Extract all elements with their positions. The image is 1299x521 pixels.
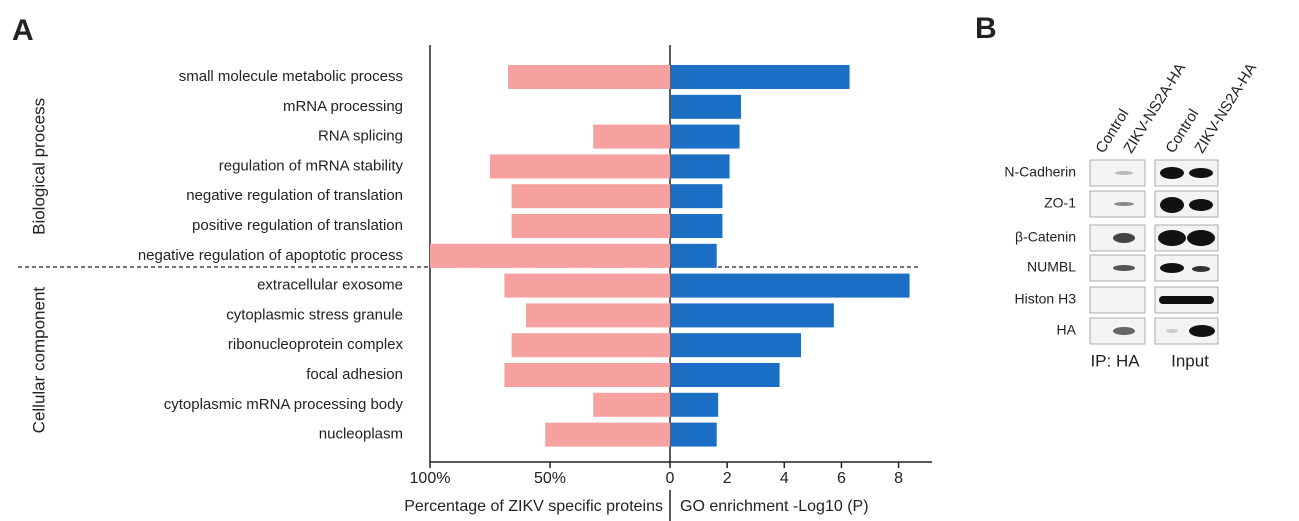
panel-label: B [975, 12, 997, 45]
bar [593, 125, 670, 149]
bar [504, 274, 670, 298]
category-label: ribonucleoprotein complex [228, 336, 404, 353]
category-label: regulation of mRNA stability [219, 157, 404, 174]
axis-label: Percentage of ZIKV specific proteins [404, 498, 663, 515]
bar [545, 423, 670, 447]
row-label: β-Catenin [1015, 229, 1076, 245]
bar [671, 393, 718, 417]
bar [671, 154, 730, 178]
bar [504, 363, 670, 387]
bar [671, 244, 717, 268]
x-tick-label: 50% [534, 470, 566, 487]
bar [508, 65, 670, 89]
lane-label: ZIKV-NS2A-HA [1191, 60, 1260, 156]
bar [671, 214, 722, 238]
category-label: negative regulation of translation [186, 187, 403, 204]
bar [671, 274, 910, 298]
bar [671, 65, 850, 89]
section-label: Input [1171, 351, 1209, 370]
bar [526, 303, 670, 327]
group-label: Cellular component [29, 287, 48, 434]
x-tick-label: 0 [666, 470, 675, 487]
figure: A B small molecule metabolic process mRNA… [0, 0, 1299, 521]
axis-label: GO enrichment -Log10 (P) [680, 498, 869, 515]
bar [512, 184, 670, 208]
bar [671, 184, 722, 208]
x-tick-label: 6 [837, 470, 846, 487]
x-tick-label: 4 [780, 470, 789, 487]
category-label: positive regulation of translation [192, 217, 403, 234]
bar [671, 363, 780, 387]
row-label: NUMBL [1027, 259, 1076, 275]
category-label: negative regulation of apoptotic process [138, 247, 403, 264]
bar [671, 303, 834, 327]
x-tick-label: 8 [894, 470, 903, 487]
category-label: small molecule metabolic process [179, 68, 403, 85]
bar [512, 214, 670, 238]
category-label: extracellular exosome [257, 277, 403, 294]
blot [1090, 160, 1218, 344]
row-label: HA [1057, 322, 1077, 338]
row-label: ZO-1 [1044, 195, 1076, 211]
bar [430, 244, 670, 268]
bar [671, 423, 717, 447]
x-tick-label: 2 [723, 470, 732, 487]
row-label: N-Cadherin [1004, 164, 1076, 180]
bar [512, 333, 670, 357]
category-label: cytoplasmic mRNA processing body [164, 396, 404, 413]
bar [490, 154, 670, 178]
section-label: IP: HA [1090, 351, 1140, 370]
x-tick-label: 100% [410, 470, 451, 487]
category-label: cytoplasmic stress granule [226, 306, 403, 323]
bar [593, 393, 670, 417]
category-label: focal adhesion [306, 366, 403, 383]
row-label: Histon H3 [1015, 291, 1077, 307]
bar [671, 125, 740, 149]
bar [671, 333, 801, 357]
bar [671, 95, 741, 119]
panel-label: A [12, 14, 34, 47]
category-label: mRNA processing [283, 98, 403, 115]
category-label: nucleoplasm [319, 426, 403, 443]
group-label: Biological process [29, 98, 48, 235]
category-label: RNA splicing [318, 128, 403, 145]
